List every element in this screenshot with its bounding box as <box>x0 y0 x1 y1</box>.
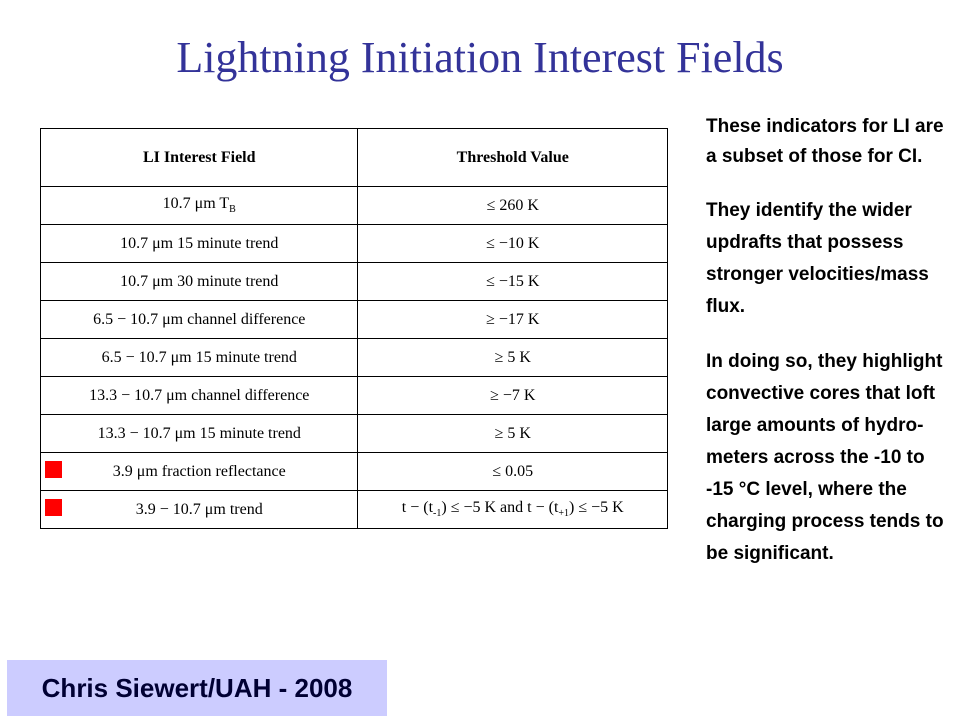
field-subscript: B <box>229 204 236 216</box>
table-row: 6.5 − 10.7 μm 15 minute trend ≥ 5 K <box>39 338 668 377</box>
note-paragraph: These indicators for LI are a subset of … <box>706 116 944 167</box>
field-text: 3.9 − 10.7 μm trend <box>135 500 263 518</box>
field-cell: 3.9 μm fraction reflectance <box>39 452 359 491</box>
header-threshold: Threshold Value <box>357 128 668 187</box>
field-cell: 13.3 − 10.7 μm channel difference <box>39 376 359 415</box>
threshold-text: ) ≤ −5 K <box>569 499 624 517</box>
red-square-marker <box>45 499 62 516</box>
field-cell: 3.9 − 10.7 μm trend <box>39 490 359 529</box>
table-row: 3.9 μm fraction reflectance ≤ 0.05 <box>39 452 668 491</box>
table-row: 10.7 μm 15 minute trend ≤ −10 K <box>39 224 668 263</box>
threshold-cell: ≤ −15 K <box>357 262 668 301</box>
author-credit: Chris Siewert/UAH - 2008 <box>7 660 387 716</box>
field-text: 3.9 μm fraction reflectance <box>112 462 286 480</box>
slide-title: Lightning Initiation Interest Fields <box>176 33 784 82</box>
field-cell: 10.7 μm TB <box>39 186 359 225</box>
note-paragraph: In doing so, they highlight convective c… <box>706 351 944 564</box>
table-row: 6.5 − 10.7 μm channel difference ≥ −17 K <box>39 300 668 339</box>
table-header-row: LI Interest Field Threshold Value <box>39 128 668 187</box>
note-paragraph: They identify the wider updrafts that po… <box>706 200 929 317</box>
table-row: 13.3 − 10.7 μm channel difference ≥ −7 K <box>39 376 668 415</box>
field-cell: 6.5 − 10.7 μm 15 minute trend <box>39 338 359 377</box>
table-row: 3.9 − 10.7 μm trend t − (t-1) ≤ −5 K and… <box>39 490 668 529</box>
li-interest-table: LI Interest Field Threshold Value 10.7 μ… <box>39 128 668 529</box>
table-row: 13.3 − 10.7 μm 15 minute trend ≥ 5 K <box>39 414 668 453</box>
threshold-cell: ≤ 0.05 <box>357 452 668 491</box>
field-cell: 6.5 − 10.7 μm channel difference <box>39 300 359 339</box>
threshold-text: ) ≤ −5 K and t − (t <box>441 499 559 517</box>
threshold-cell: ≤ 260 K <box>357 186 668 225</box>
sidebar-notes: These indicators for LI are a subset of … <box>706 112 956 593</box>
field-cell: 13.3 − 10.7 μm 15 minute trend <box>39 414 359 453</box>
threshold-text: t − (t <box>401 499 434 517</box>
header-field: LI Interest Field <box>39 128 359 187</box>
threshold-cell: ≥ −17 K <box>357 300 668 339</box>
field-cell: 10.7 μm 30 minute trend <box>39 262 359 301</box>
threshold-cell: ≥ 5 K <box>357 414 668 453</box>
field-cell: 10.7 μm 15 minute trend <box>39 224 359 263</box>
threshold-subscript: -1 <box>433 508 442 520</box>
table-row: 10.7 μm 30 minute trend ≤ −15 K <box>39 262 668 301</box>
threshold-subscript: +1 <box>558 508 570 520</box>
threshold-cell: ≤ −10 K <box>357 224 668 263</box>
red-square-marker <box>45 461 62 478</box>
field-text: 10.7 μm T <box>162 195 230 213</box>
table-row: 10.7 μm TB ≤ 260 K <box>39 186 668 225</box>
threshold-cell: ≥ 5 K <box>357 338 668 377</box>
threshold-cell: t − (t-1) ≤ −5 K and t − (t+1) ≤ −5 K <box>357 490 668 529</box>
threshold-cell: ≥ −7 K <box>357 376 668 415</box>
